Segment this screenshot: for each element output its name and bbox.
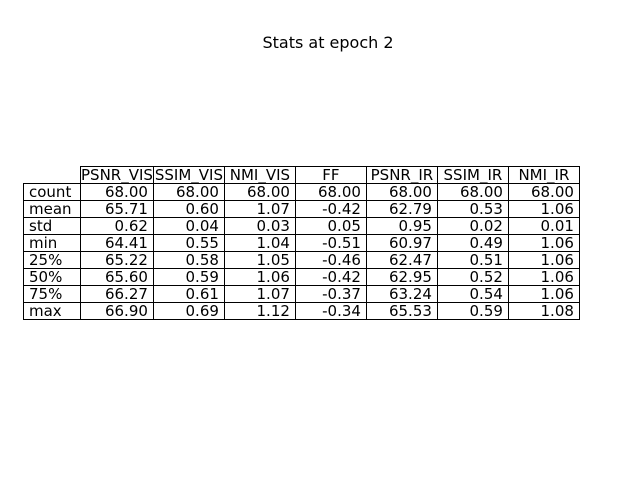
row-label: count: [23, 183, 81, 201]
table-cell: 1.06: [507, 234, 580, 252]
table-corner: [24, 167, 81, 184]
table-cell: -0.42: [294, 200, 367, 218]
row-label: std: [23, 217, 81, 235]
table-cell: 68.00: [436, 183, 509, 201]
table-cell: 1.06: [223, 268, 296, 286]
row-label: 75%: [23, 285, 81, 303]
table-cell: 0.52: [436, 268, 509, 286]
column-header: FF: [294, 166, 367, 184]
table-cell: -0.34: [294, 302, 367, 320]
table-cell: 62.79: [365, 200, 438, 218]
table-cell: 1.12: [223, 302, 296, 320]
table-cell: -0.51: [294, 234, 367, 252]
table-cell: -0.46: [294, 251, 367, 269]
table-cell: 0.54: [436, 285, 509, 303]
chart-title: Stats at epoch 2: [262, 33, 394, 52]
table-cell: 0.95: [365, 217, 438, 235]
table-cell: 1.05: [223, 251, 296, 269]
table-cell: 1.06: [507, 200, 580, 218]
row-label: 25%: [23, 251, 81, 269]
table-cell: 65.22: [80, 251, 154, 269]
table-cell: 0.05: [294, 217, 367, 235]
table-row: mean 65.71 0.60 1.07 -0.42 62.79 0.53 1.06: [23, 200, 580, 218]
column-header: SSIM_IR: [436, 166, 509, 184]
table-cell: 1.06: [507, 251, 580, 269]
table-cell: 68.00: [223, 183, 296, 201]
table-cell: 0.59: [436, 302, 509, 320]
table-cell: 1.04: [223, 234, 296, 252]
table-cell: 0.60: [152, 200, 225, 218]
table-cell: 1.06: [507, 285, 580, 303]
table-cell: 68.00: [507, 183, 580, 201]
table-cell: 0.53: [436, 200, 509, 218]
column-header: PSNR_IR: [365, 166, 438, 184]
table-cell: 65.53: [365, 302, 438, 320]
table-cell: 64.41: [80, 234, 154, 252]
table-cell: 65.60: [80, 268, 154, 286]
row-label: mean: [23, 200, 81, 218]
column-header: SSIM_VIS: [152, 166, 225, 184]
table-row: 25% 65.22 0.58 1.05 -0.46 62.47 0.51 1.06: [23, 251, 580, 269]
table-cell: 0.03: [223, 217, 296, 235]
table-row: std 0.62 0.04 0.03 0.05 0.95 0.02 0.01: [23, 217, 580, 235]
table-cell: 66.90: [80, 302, 154, 320]
table-cell: 1.07: [223, 200, 296, 218]
header-row: PSNR_VIS SSIM_VIS NMI_VIS FF PSNR_IR SSIM_IR N…: [24, 166, 580, 184]
table-cell: 0.02: [436, 217, 509, 235]
table-cell: 1.08: [507, 302, 580, 320]
table-cell: -0.42: [294, 268, 367, 286]
row-label: min: [23, 234, 81, 252]
table-cell: 0.01: [507, 217, 580, 235]
table-row: 75% 66.27 0.61 1.07 -0.37 63.24 0.54 1.06: [23, 285, 580, 303]
table-cell: 65.71: [80, 200, 154, 218]
table-cell: -0.37: [294, 285, 367, 303]
table-cell: 66.27: [80, 285, 154, 303]
table-row: max 66.90 0.69 1.12 -0.34 65.53 0.59 1.08: [23, 302, 580, 320]
table-cell: 62.47: [365, 251, 438, 269]
table-cell: 1.07: [223, 285, 296, 303]
table-cell: 0.58: [152, 251, 225, 269]
table-cell: 1.06: [507, 268, 580, 286]
table-cell: 62.95: [365, 268, 438, 286]
table-cell: 0.62: [80, 217, 154, 235]
row-label: 50%: [23, 268, 81, 286]
table-cell: 0.04: [152, 217, 225, 235]
table-cell: 0.59: [152, 268, 225, 286]
column-header: PSNR_VIS: [80, 166, 154, 184]
table-cell: 0.51: [436, 251, 509, 269]
table-row: min 64.41 0.55 1.04 -0.51 60.97 0.49 1.06: [23, 234, 580, 252]
table-row: 50% 65.60 0.59 1.06 -0.42 62.95 0.52 1.06: [23, 268, 580, 286]
table-cell: 0.61: [152, 285, 225, 303]
column-header: NMI_VIS: [223, 166, 296, 184]
table-cell: 68.00: [365, 183, 438, 201]
row-label: max: [23, 302, 81, 320]
table-cell: 68.00: [152, 183, 225, 201]
table-cell: 0.69: [152, 302, 225, 320]
table-cell: 68.00: [80, 183, 154, 201]
stats-table: PSNR_VIS SSIM_VIS NMI_VIS FF PSNR_IR SSIM_IR N…: [23, 166, 580, 320]
table-row: count 68.00 68.00 68.00 68.00 68.00 68.00 68.00: [23, 183, 580, 201]
table-cell: 60.97: [365, 234, 438, 252]
column-header: NMI_IR: [507, 166, 580, 184]
table-cell: 63.24: [365, 285, 438, 303]
table-cell: 0.55: [152, 234, 225, 252]
table-cell: 0.49: [436, 234, 509, 252]
table-body: count 68.00 68.00 68.00 68.00 68.00 68.00 68.00…: [23, 183, 580, 320]
table-cell: 68.00: [294, 183, 367, 201]
